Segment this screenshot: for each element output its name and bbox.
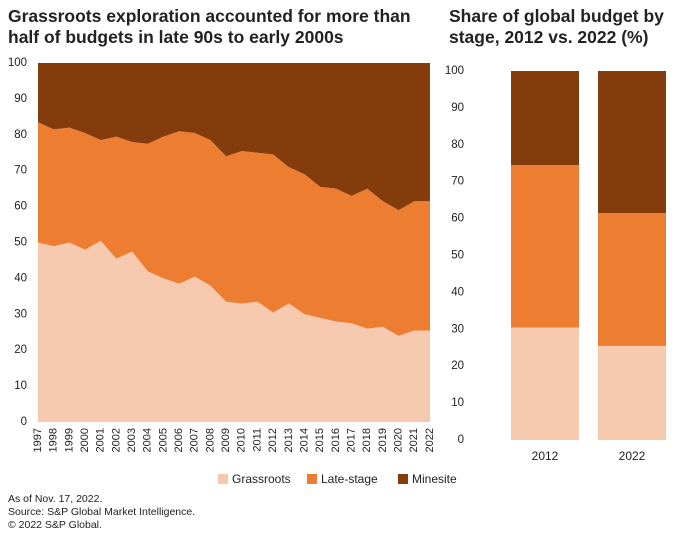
bar bbox=[511, 165, 579, 328]
legend-label: Late-stage bbox=[321, 472, 378, 486]
y-tick-label: 60 bbox=[451, 213, 464, 225]
notes: As of Nov. 17, 2022. Source: S&P Global … bbox=[8, 493, 195, 532]
x-tick-label: 2017 bbox=[346, 428, 358, 452]
y-tick-label: 40 bbox=[451, 286, 464, 298]
y-tick-label: 50 bbox=[14, 237, 27, 249]
y-tick-label: 90 bbox=[451, 102, 464, 114]
y-tick-label: 0 bbox=[21, 416, 27, 428]
y-tick-label: 100 bbox=[8, 57, 27, 69]
x-tick-label: 2013 bbox=[283, 428, 295, 452]
x-tick-label: 2012 bbox=[532, 449, 559, 463]
chart-title: Grassroots exploration accounted for mor… bbox=[8, 6, 411, 47]
y-tick-label: 20 bbox=[451, 360, 464, 372]
legend-swatch bbox=[218, 474, 228, 484]
y-tick-label: 40 bbox=[14, 272, 27, 284]
x-tick-label: 2021 bbox=[408, 428, 420, 452]
x-tick-label: 2015 bbox=[314, 428, 326, 452]
x-tick-label: 2018 bbox=[361, 428, 373, 452]
note: As of Nov. 17, 2022. bbox=[8, 493, 103, 505]
x-tick-label: 2008 bbox=[204, 428, 216, 452]
y-tick-label: 20 bbox=[14, 344, 27, 356]
area bbox=[38, 240, 430, 422]
bar bbox=[598, 213, 666, 346]
x-tick-label: 1998 bbox=[48, 428, 60, 452]
x-tick-label: 2022 bbox=[619, 449, 646, 463]
y-tick-label: 100 bbox=[445, 65, 464, 77]
bar bbox=[598, 71, 666, 214]
x-tick-label: 2003 bbox=[126, 428, 138, 452]
y-tick-label: 30 bbox=[451, 323, 464, 335]
legend-swatch bbox=[398, 474, 408, 484]
x-tick-label: 2007 bbox=[189, 428, 201, 452]
y-tick-label: 10 bbox=[451, 397, 464, 409]
x-tick-label: 2019 bbox=[377, 428, 389, 452]
x-tick-label: 2016 bbox=[330, 428, 342, 452]
y-tick-label: 60 bbox=[14, 201, 27, 213]
y-tick-label: 80 bbox=[451, 139, 464, 151]
legend-label: Minesite bbox=[412, 472, 457, 486]
area bbox=[38, 63, 430, 211]
x-tick-label: 2020 bbox=[393, 428, 405, 452]
y-tick-label: 30 bbox=[14, 308, 27, 320]
x-tick-label: 2010 bbox=[236, 428, 248, 452]
y-tick-label: 80 bbox=[14, 129, 27, 141]
y-tick-label: 70 bbox=[451, 176, 464, 188]
x-tick-label: 2004 bbox=[142, 428, 154, 452]
x-tick-label: 2002 bbox=[110, 428, 122, 452]
x-tick-label: 2014 bbox=[298, 428, 310, 452]
bar bbox=[511, 71, 579, 166]
x-tick-label: 2012 bbox=[267, 428, 279, 452]
y-tick-label: 70 bbox=[14, 165, 27, 177]
x-tick-label: 2022 bbox=[424, 428, 436, 452]
x-tick-label: 1997 bbox=[32, 428, 44, 452]
x-tick-label: 2006 bbox=[173, 428, 185, 452]
x-tick-label: 1999 bbox=[63, 428, 75, 452]
bar bbox=[598, 345, 666, 440]
y-tick-label: 10 bbox=[14, 380, 27, 392]
x-tick-label: 2001 bbox=[95, 428, 107, 452]
x-tick-label: 2005 bbox=[157, 428, 169, 452]
y-tick-label: 90 bbox=[14, 93, 27, 105]
legend-swatch bbox=[307, 474, 317, 484]
x-tick-label: 2009 bbox=[220, 428, 232, 452]
y-tick-label: 50 bbox=[451, 250, 464, 262]
note: Source: S&P Global Market Intelligence. bbox=[8, 506, 196, 518]
area bbox=[38, 122, 430, 336]
bar bbox=[511, 327, 579, 440]
y-tick-label: 0 bbox=[458, 434, 464, 446]
legend-label: Grassroots bbox=[232, 472, 291, 486]
x-tick-label: 2000 bbox=[79, 428, 91, 452]
x-tick-label: 2011 bbox=[251, 428, 263, 452]
chart-title: Share of global budget by stage, 2012 vs… bbox=[449, 6, 664, 47]
note: © 2022 S&P Global. bbox=[8, 519, 102, 531]
